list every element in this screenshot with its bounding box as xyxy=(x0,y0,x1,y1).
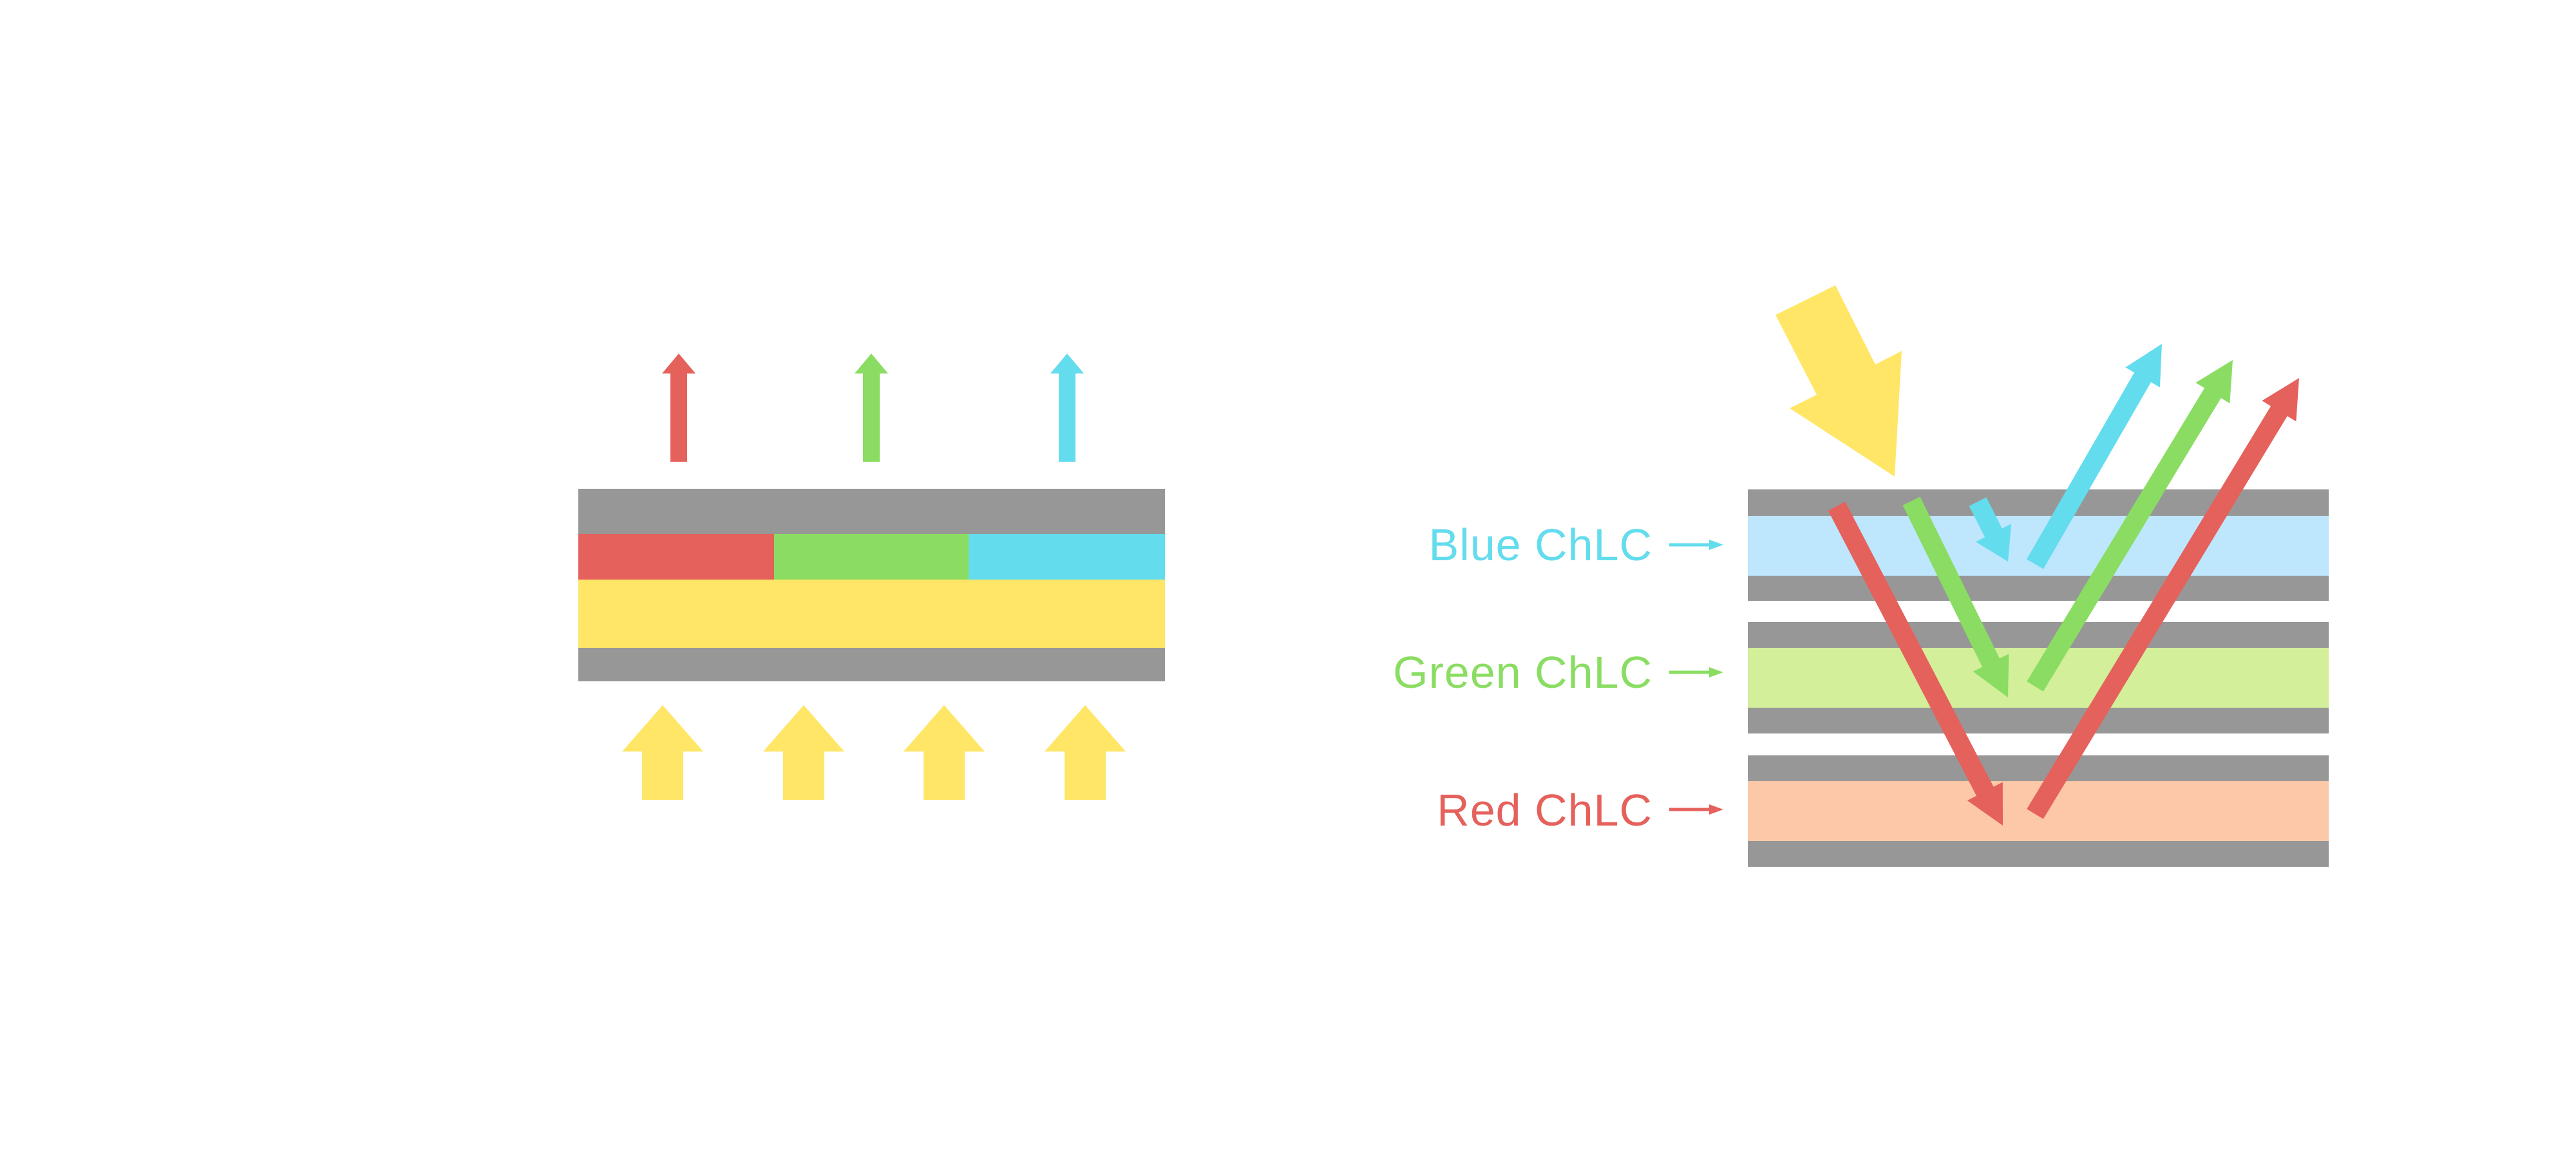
blue-reflected-arrow xyxy=(2027,344,2162,569)
label-pointers xyxy=(1669,540,1723,815)
green-label-pointer xyxy=(1669,667,1723,677)
green-bottom-gray xyxy=(1748,708,2329,733)
red-chlc-label: Red ChLC xyxy=(1437,785,1653,835)
blue-output-arrow xyxy=(1050,354,1084,462)
green-top-gray xyxy=(1748,622,2329,648)
green-output-arrow xyxy=(855,354,888,462)
backlight-layer xyxy=(578,580,1165,648)
backlight-arrow-3 xyxy=(904,705,985,800)
backlight-arrow-1 xyxy=(622,705,703,800)
red-top-gray xyxy=(1748,755,2329,781)
blue-label-pointer xyxy=(1669,540,1723,550)
top-gray-layer xyxy=(578,489,1165,534)
blue-incoming-arrow xyxy=(1969,497,2012,562)
green-reflected-arrow xyxy=(2027,360,2233,692)
red-label-pointer xyxy=(1669,804,1723,815)
incident-light-arrow xyxy=(1776,285,1902,477)
layer-labels: Blue ChLC Green ChLC Red ChLC xyxy=(1393,520,1653,835)
color-filter-stack xyxy=(578,489,1165,681)
red-bottom-gray xyxy=(1748,841,2329,867)
reflection-arrows xyxy=(1828,344,2299,826)
red-reflected-arrow xyxy=(2027,378,2299,819)
blue-bottom-gray xyxy=(1748,576,2329,601)
left-arrows xyxy=(622,354,1126,800)
bottom-gray-layer xyxy=(578,648,1165,681)
backlight-arrow-2 xyxy=(763,705,844,800)
green-chlc-label: Green ChLC xyxy=(1393,647,1653,697)
red-filter xyxy=(578,534,774,580)
red-output-arrow xyxy=(662,354,696,462)
red-incoming-arrow xyxy=(1828,502,2003,826)
green-filter xyxy=(774,534,969,580)
blue-filter xyxy=(969,534,1165,580)
blue-chlc-label: Blue ChLC xyxy=(1428,520,1653,570)
backlight-arrow-4 xyxy=(1045,705,1126,800)
green-incoming-arrow xyxy=(1902,497,2009,697)
